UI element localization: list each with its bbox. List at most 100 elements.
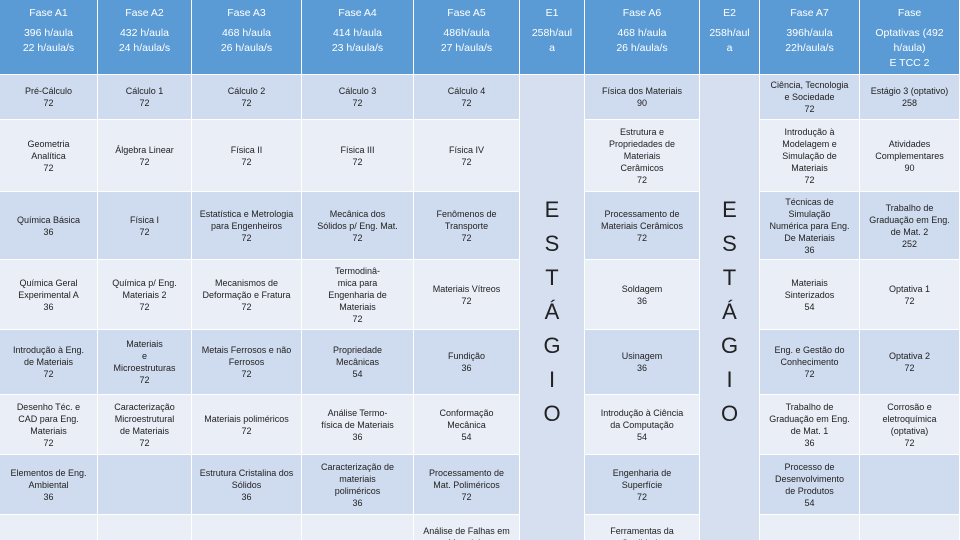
cell-text: T [545, 265, 559, 290]
cell-text: Experimental A [18, 289, 79, 300]
course-cell: Física I 72 [98, 192, 192, 260]
cell-text: Química Geral [19, 277, 78, 288]
header-cell: Fase A6 468 h/aula 26 h/aula/s [585, 0, 700, 75]
cell-text: 54 [636, 431, 647, 442]
course-cell [192, 515, 302, 540]
cell-text: Química Básica [16, 214, 81, 225]
cell-text: Atividades [888, 138, 931, 149]
cell-text: 72 [461, 491, 472, 502]
cell-text: 72 [139, 98, 150, 108]
cell-text: 36 [804, 437, 815, 448]
cell-text: E1 [545, 7, 559, 19]
cell-text: Geometria [27, 138, 70, 149]
course-cell: Cálculo 1 72 [98, 75, 192, 120]
course-cell: Introdução à Ciência da Computação 54 [585, 395, 700, 455]
cell-text: 72 [461, 295, 472, 306]
course-cell: Trabalho de Graduação em Eng. de Mat. 2 252 [860, 192, 960, 260]
cell-text: Processo de [784, 461, 835, 472]
cell-text: E [544, 197, 560, 222]
cell-text: Materiais Cerâmicos [600, 220, 684, 231]
course-cell: Álgebra Linear 72 [98, 120, 192, 192]
header-cell: Fase A1 396 h/aula 22 h/aula/s [0, 0, 98, 75]
cell-text: Mecanismos de [214, 277, 279, 288]
cell-text: 258 [901, 98, 918, 108]
cell-text: 72 [241, 425, 252, 436]
course-cell: Propriedade Mecânicas 54 [302, 330, 414, 395]
cell-text: Caracterização de [320, 461, 395, 472]
cell-text: 396h/aula [786, 27, 833, 39]
cell-text: Física dos Materiais [601, 86, 683, 96]
cell-text: 24 h/aula/s [118, 42, 171, 54]
cell-text: materiais [339, 473, 376, 484]
cell-text: T [722, 265, 737, 290]
cell-text: Metais Ferrosos e não [201, 345, 292, 355]
cell-text: Propriedade [332, 345, 383, 355]
cell-text: Análise de Falhas em [423, 526, 510, 536]
cell-text: Microestruturas [113, 363, 176, 373]
cell-text: e Sociedade [784, 92, 835, 102]
cell-text: Física I [129, 214, 159, 225]
cell-text: Fase [897, 7, 922, 19]
cell-text: Cálculo 1 [125, 86, 164, 96]
course-cell [302, 515, 414, 540]
cell-text: Sólidos [231, 479, 262, 490]
header-cell: Fase A3 468 h/aula 26 h/aula/s [192, 0, 302, 75]
cell-text: 36 [43, 301, 54, 312]
cell-text: E [722, 197, 737, 222]
cell-text: Materiais 2 [122, 289, 167, 300]
cell-text: 36 [43, 226, 54, 237]
cell-text: 72 [461, 232, 472, 243]
course-cell: Física II 72 [192, 120, 302, 192]
course-cell: Cálculo 2 72 [192, 75, 302, 120]
cell-text: 54 [804, 497, 815, 508]
cell-text: mica para [337, 277, 378, 288]
cell-text: 468 h/aula [221, 27, 272, 39]
course-cell: Introdução à Modelagem e Simulação de Mater… [760, 120, 860, 192]
cell-text: 72 [43, 162, 54, 173]
cell-text: 72 [139, 375, 150, 385]
cell-text: Introdução à Ciência [600, 407, 684, 418]
course-cell: Cálculo 3 72 [302, 75, 414, 120]
cell-text: E2 [723, 7, 736, 19]
course-cell: Análise de Falhas emMateriais [414, 515, 520, 540]
cell-text: Sinterizados [784, 289, 835, 300]
cell-text: eletroquímica [882, 413, 937, 424]
course-cell: Caracterização de materiais poliméricos 36 [302, 455, 414, 515]
cell-text: I [548, 367, 556, 392]
cell-text: CAD para Eng. [18, 413, 79, 424]
cell-text: 36 [241, 491, 252, 502]
cell-text: Química p/ Eng. [112, 277, 177, 288]
cell-text: Cálculo 4 [447, 86, 486, 96]
cell-text: Fase A7 [790, 7, 829, 19]
cell-text: 72 [43, 98, 54, 108]
cell-text: 72 [139, 156, 150, 167]
cell-text: de Mat. 1 [790, 425, 829, 436]
cell-text: Mecânica dos [329, 208, 386, 219]
course-cell [760, 515, 860, 540]
cell-text: Deformação e Fratura [202, 289, 291, 300]
course-cell: Materiais poliméricos 72 [192, 395, 302, 455]
cell-text: Usinagem [621, 351, 663, 361]
cell-text: 72 [139, 437, 150, 448]
cell-text: Ambiental [28, 479, 69, 490]
course-cell: Eng. e Gestão do Conhecimento 72 [760, 330, 860, 395]
cell-text: Ciência, Tecnologia [770, 80, 849, 90]
course-cell: Química Geral Experimental A 36 [0, 260, 98, 330]
cell-text: O [720, 401, 739, 426]
cell-text: Análise Termo- [327, 407, 388, 418]
cell-text: G [543, 333, 561, 358]
cell-text: de Produtos [785, 485, 834, 496]
cell-text: Propriedades de [608, 138, 676, 149]
cell-text: Física II [230, 144, 263, 155]
course-cell: Trabalho de Graduação em Eng. de Mat. 1 36 [760, 395, 860, 455]
cell-text: 72 [804, 369, 815, 379]
cell-text: Estágio 3 (optativo) [870, 86, 949, 96]
course-cell: Fundição 36 [414, 330, 520, 395]
cell-text: 72 [43, 369, 54, 379]
cell-text: 72 [241, 369, 252, 379]
cell-text: 90 [904, 162, 915, 173]
cell-text: 36 [804, 244, 815, 255]
cell-text: Materiais [30, 425, 67, 436]
course-cell: Ferramentas daQualidade [585, 515, 700, 540]
